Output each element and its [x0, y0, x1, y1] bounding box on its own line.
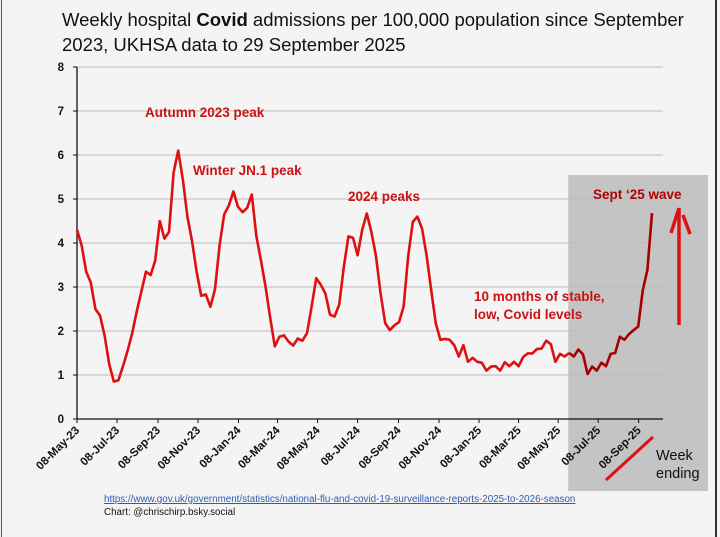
highlight-region: [568, 175, 708, 491]
up-arrow-icon: [669, 207, 692, 325]
x-tick-label: 08-Jul-23: [78, 425, 122, 469]
week-ending-slash-mark: [604, 435, 655, 482]
y-tick-label: 7: [58, 106, 64, 118]
x-tick-label: 08-Nov-24: [397, 424, 445, 472]
chart-title: Weekly hospital Covid admissions per 100…: [62, 7, 702, 57]
y-axis: 0 1 2 3 4 5 6 7 8: [58, 62, 78, 426]
y-tick-label: 6: [58, 150, 64, 162]
series-line: [75, 149, 570, 383]
title-bold: Covid: [196, 9, 248, 30]
gridlines: [77, 66, 663, 376]
series-line-highlighted: [568, 212, 654, 376]
annotations: Autumn 2023 peak Winter JN.1 peak 2024 p…: [145, 105, 682, 322]
annotation-autumn-2023: Autumn 2023 peak: [145, 105, 265, 120]
annotation-stable-line1: 10 months of stable,: [474, 289, 605, 304]
y-tick-label: 1: [58, 370, 65, 382]
annotation-sept-25-wave: Sept ‘25 wave: [593, 187, 682, 202]
series-group: [75, 149, 654, 383]
annotation-2024-peaks: 2024 peaks: [348, 189, 420, 204]
y-tick-label: 0: [58, 414, 64, 426]
title-prefix: Weekly hospital: [62, 9, 197, 30]
week-ending-label-1: Week: [656, 448, 694, 464]
x-tick-label: 08-Nov-23: [156, 425, 203, 472]
y-tick-label: 5: [58, 194, 65, 206]
annotation-winter-jn1: Winter JN.1 peak: [193, 163, 302, 178]
annotation-stable-line2: low, Covid levels: [474, 307, 582, 322]
week-ending-label-2: ending: [656, 466, 700, 482]
y-tick-label: 8: [58, 62, 65, 74]
source-link[interactable]: https://www.gov.uk/government/statistics…: [104, 494, 576, 505]
x-tick-label: 08-Jul-24: [319, 424, 363, 468]
x-tick-label: 08-May-25: [515, 424, 563, 472]
title-suffix: admissions per 100,000 population since …: [62, 9, 684, 55]
chart-credit: Chart: @chrischirp.bsky.social: [104, 507, 236, 518]
y-tick-label: 3: [58, 282, 64, 294]
x-tick-label: 08-May-23: [34, 425, 82, 473]
y-tick-label: 2: [58, 326, 64, 338]
y-tick-label: 4: [58, 238, 65, 250]
x-tick-label: 08-May-24: [275, 424, 323, 472]
